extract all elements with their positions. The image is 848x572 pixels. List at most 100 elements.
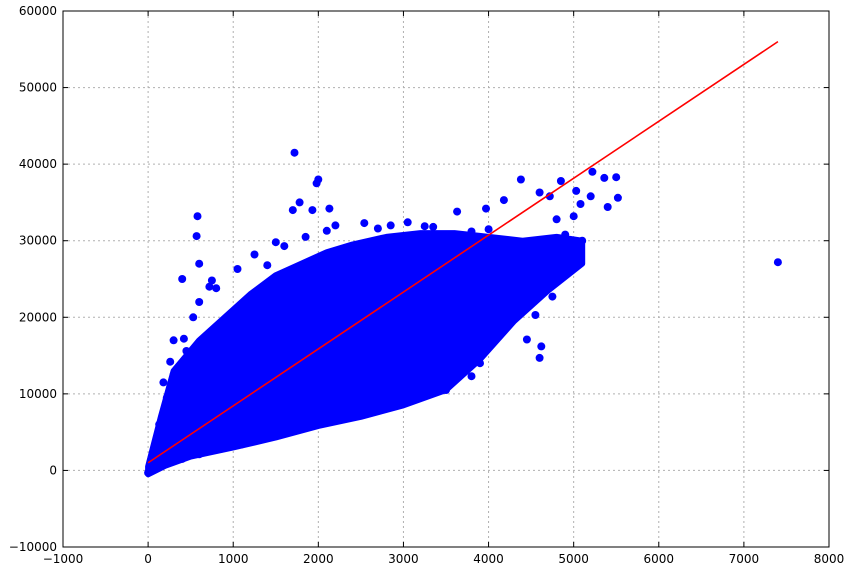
regression-line <box>147 40 779 464</box>
dense-point-cloud <box>145 230 586 478</box>
y-axis-tick-labels: −10000 0 10000 20000 30000 40000 50000 60000 <box>9 4 57 554</box>
scatter-point <box>360 219 369 228</box>
x-tick-label: 2000 <box>303 552 334 566</box>
scatter-point <box>259 435 267 443</box>
scatter-point <box>308 206 317 215</box>
x-tick-label: 8000 <box>814 552 845 566</box>
x-tick-label: 3000 <box>388 552 419 566</box>
scatter-point <box>613 193 622 202</box>
scatter-point <box>301 232 310 241</box>
scatter-point <box>588 167 597 176</box>
scatter-point <box>545 192 554 201</box>
scatter-point <box>195 259 204 268</box>
scatter-point <box>195 298 204 306</box>
scatter-point <box>578 236 587 245</box>
x-tick-label: 6000 <box>644 552 675 566</box>
scatter-point <box>565 248 574 257</box>
scatter-point <box>420 222 429 231</box>
x-tick-label: 7000 <box>729 552 760 566</box>
scatter-point <box>386 221 395 230</box>
x-tick-label: −1000 <box>43 552 84 566</box>
scatter-point <box>586 192 595 201</box>
dense-scatter-region <box>145 230 586 478</box>
scatter-point <box>499 196 508 205</box>
scatter-point <box>522 335 531 344</box>
scatter-point <box>189 313 198 322</box>
scatter-point <box>263 261 272 270</box>
scatter-point <box>453 207 462 216</box>
x-tick-label: 5000 <box>558 552 589 566</box>
y-tick-label: 0 <box>49 463 57 477</box>
scatter-point <box>237 440 246 449</box>
scatter-point <box>403 218 412 227</box>
scatter-point <box>178 454 187 463</box>
scatter-point <box>162 393 171 402</box>
scatter-point <box>516 175 525 184</box>
axis-ticks <box>62 10 830 548</box>
scatter-point <box>205 282 214 291</box>
y-tick-label: −10000 <box>9 540 57 554</box>
scatter-point <box>212 284 221 293</box>
scatter-point <box>169 370 178 379</box>
scatter-point <box>576 200 585 208</box>
scatter-point <box>501 322 510 331</box>
regression-line-group <box>147 40 779 464</box>
scatter-point <box>169 336 178 345</box>
scatter-point <box>149 462 158 471</box>
scatter-point <box>182 347 191 355</box>
scatter-point <box>537 342 546 351</box>
scatter-point <box>531 311 540 319</box>
scatter-point <box>395 396 404 404</box>
x-axis-tick-labels: −1000 0 1000 2000 3000 4000 5000 6000 7000 8000 <box>43 552 845 566</box>
y-tick-label: 20000 <box>19 310 57 324</box>
scatter-point <box>535 188 544 197</box>
scatter-point <box>493 235 502 244</box>
scatter-point <box>192 232 201 241</box>
scatter-point <box>322 226 331 235</box>
scatter-point <box>155 420 164 429</box>
plot-frame <box>62 10 830 548</box>
scatter-point <box>492 297 501 306</box>
scatter-point <box>572 186 581 195</box>
y-tick-label: 60000 <box>19 4 57 18</box>
scatter-point <box>382 399 391 407</box>
scatter-point <box>373 224 382 233</box>
scatter-point <box>295 198 304 207</box>
scatter-point <box>166 357 175 366</box>
scatter-point <box>482 204 490 213</box>
scatter-point <box>454 363 463 372</box>
scatter-point <box>344 410 353 419</box>
scatter-point <box>312 179 321 188</box>
scatter-point <box>510 301 519 310</box>
scatter-point <box>280 242 289 251</box>
scatter-point <box>179 334 188 343</box>
scatter-point <box>476 359 484 368</box>
y-tick-label: 50000 <box>19 81 57 95</box>
scatter-point <box>365 405 374 414</box>
scatter-point <box>290 148 299 157</box>
scatter-points <box>144 148 782 477</box>
scatter-point <box>216 445 225 453</box>
scatter-point <box>207 276 216 285</box>
scatter-point <box>280 428 289 437</box>
scatter-point <box>535 353 544 362</box>
scatter-point <box>556 177 565 185</box>
scatter-point <box>297 423 306 432</box>
scatter-point <box>773 258 782 267</box>
scatter-point <box>233 265 242 273</box>
scatter-point <box>161 460 170 469</box>
scatter-point <box>193 212 202 221</box>
scatter-point <box>178 275 187 283</box>
scatter-point <box>569 212 578 221</box>
scatter-point <box>318 418 327 427</box>
scatter-point <box>544 267 553 276</box>
scatter-point <box>510 284 519 293</box>
scatter-point <box>420 391 429 400</box>
scatter-point <box>548 292 557 301</box>
scatter-point <box>612 173 621 182</box>
y-tick-label: 10000 <box>19 387 57 401</box>
scatter-point <box>429 222 438 231</box>
scatter-point <box>271 238 280 247</box>
scatter-point <box>288 206 297 215</box>
